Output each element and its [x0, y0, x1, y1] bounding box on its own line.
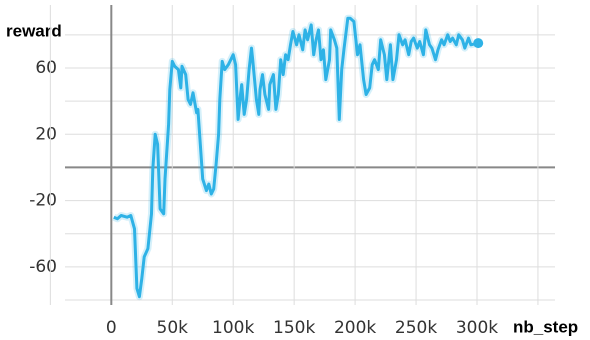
x-axis-label: nb_step — [513, 317, 578, 336]
line-halo — [112, 14, 479, 301]
x-tick-label: 200k — [334, 318, 376, 338]
data-line — [113, 16, 479, 299]
y-tick-label: -20 — [29, 191, 57, 211]
x-tick-label: 100k — [212, 318, 254, 338]
y-tick-label: 60 — [35, 58, 57, 78]
x-tick-label: 300k — [456, 318, 498, 338]
y-tick-label: -60 — [29, 257, 57, 277]
end-point — [473, 38, 484, 49]
x-tick-label: 150k — [273, 318, 315, 338]
x-tick-label: 50k — [157, 318, 189, 338]
x-tick-label: 250k — [395, 318, 437, 338]
y-axis-label: reward — [6, 21, 62, 40]
y-tick-label: 20 — [35, 124, 57, 144]
x-tick-label: 0 — [106, 318, 117, 338]
